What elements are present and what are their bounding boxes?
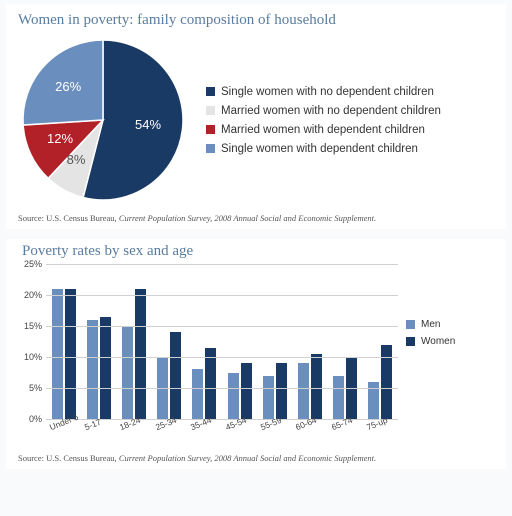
legend-swatch bbox=[406, 320, 415, 329]
bar-panel: Poverty rates by sex and age 0%5%10%15%2… bbox=[6, 239, 506, 469]
legend-swatch bbox=[206, 125, 215, 134]
bar bbox=[381, 345, 392, 419]
pie-title: Women in poverty: family composition of … bbox=[18, 12, 494, 29]
legend-label: Married women with no dependent children bbox=[221, 105, 441, 117]
bar bbox=[311, 354, 322, 419]
bar bbox=[65, 289, 76, 419]
legend-swatch bbox=[406, 337, 415, 346]
bar-group bbox=[228, 363, 252, 419]
bar-plot: 0%5%10%15%20%25% bbox=[18, 264, 398, 419]
bar-group bbox=[87, 317, 111, 419]
bar bbox=[298, 363, 309, 419]
bar-legend-item: Men bbox=[406, 319, 455, 330]
bar bbox=[205, 348, 216, 419]
bar-group bbox=[192, 348, 216, 419]
bar-group bbox=[368, 345, 392, 419]
pie-legend: Single women with no dependent children M… bbox=[206, 86, 441, 155]
grid-line bbox=[46, 388, 398, 389]
bar-source-prefix: Source: U.S. Census Bureau, bbox=[18, 453, 119, 463]
grid-line bbox=[46, 295, 398, 296]
grid-line bbox=[46, 326, 398, 327]
bar bbox=[100, 317, 111, 419]
pie-panel: Women in poverty: family composition of … bbox=[6, 4, 506, 229]
bar bbox=[263, 376, 274, 419]
legend-swatch bbox=[206, 106, 215, 115]
bar-title: Poverty rates by sex and age bbox=[22, 243, 494, 260]
grid-line bbox=[46, 264, 398, 265]
bar bbox=[170, 332, 181, 419]
legend-label: Men bbox=[421, 319, 440, 330]
bar bbox=[333, 376, 344, 419]
bar-group bbox=[298, 354, 322, 419]
bar bbox=[276, 363, 287, 419]
pie-slice-label: 54% bbox=[135, 117, 161, 132]
legend-label: Single women with no dependent children bbox=[221, 86, 434, 98]
bar-group bbox=[157, 332, 181, 419]
pie-legend-item: Married women with no dependent children bbox=[206, 105, 441, 117]
bar bbox=[228, 373, 239, 420]
bar-source-italic: Current Population Survey, 2008 Annual S… bbox=[119, 453, 376, 463]
bar bbox=[122, 326, 133, 419]
xtick-label: 5-17 bbox=[83, 417, 103, 433]
pie-slice-label: 12% bbox=[47, 131, 73, 146]
bar bbox=[52, 289, 63, 419]
bar-source: Source: U.S. Census Bureau, Current Popu… bbox=[18, 453, 494, 463]
bar bbox=[241, 363, 252, 419]
legend-swatch bbox=[206, 144, 215, 153]
pie-source-prefix: Source: U.S. Census Bureau, bbox=[18, 213, 119, 223]
legend-label: Single women with dependent children bbox=[221, 143, 418, 155]
legend-swatch bbox=[206, 87, 215, 96]
bar-legend-item: Women bbox=[406, 336, 455, 347]
pie-row: 54% 8% 12% 26% Single women with no depende… bbox=[18, 35, 494, 205]
grid-line bbox=[46, 357, 398, 358]
bar-legend: Men Women bbox=[406, 319, 455, 445]
bar-group bbox=[263, 363, 287, 419]
pie-slice-label: 26% bbox=[55, 79, 81, 94]
pie-legend-item: Married women with dependent children bbox=[206, 124, 441, 136]
bar-group bbox=[122, 289, 146, 419]
legend-label: Women bbox=[421, 336, 455, 347]
bar-plot-col: 0%5%10%15%20%25% Under 55-1718-2425-3435… bbox=[18, 264, 398, 445]
pie-legend-item: Single women with no dependent children bbox=[206, 86, 441, 98]
bar bbox=[87, 320, 98, 419]
bar-area: 0%5%10%15%20%25% Under 55-1718-2425-3435… bbox=[18, 264, 494, 445]
bar bbox=[192, 369, 203, 419]
ytick-label: 15% bbox=[18, 321, 42, 331]
pie-legend-item: Single women with dependent children bbox=[206, 143, 441, 155]
ytick-label: 10% bbox=[18, 352, 42, 362]
ytick-label: 20% bbox=[18, 290, 42, 300]
bars-layer bbox=[46, 264, 398, 419]
pie-slice-label: 8% bbox=[67, 152, 86, 167]
bar-group bbox=[52, 289, 76, 419]
pie-svg bbox=[18, 35, 188, 205]
pie-chart: 54% 8% 12% 26% bbox=[18, 35, 188, 205]
legend-label: Married women with dependent children bbox=[221, 124, 425, 136]
ytick-label: 5% bbox=[18, 383, 42, 393]
pie-source-italic: Current Population Survey, 2008 Annual S… bbox=[119, 213, 376, 223]
ytick-label: 25% bbox=[18, 259, 42, 269]
pie-source: Source: U.S. Census Bureau, Current Popu… bbox=[18, 213, 494, 223]
bar bbox=[135, 289, 146, 419]
bar-xlabels: Under 55-1718-2425-3435-4445-5455-5960-6… bbox=[18, 419, 398, 445]
